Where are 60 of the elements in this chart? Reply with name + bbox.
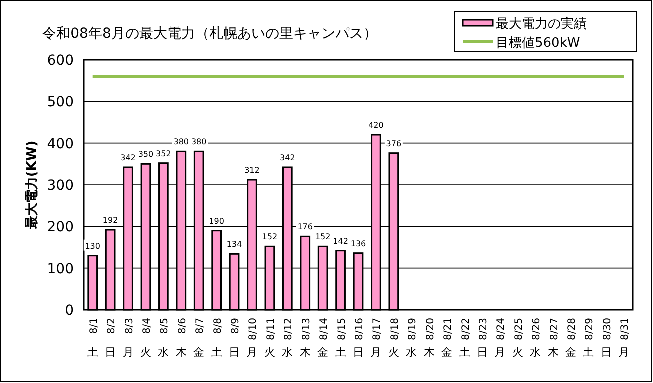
- x-tick-label: 8/19 水: [406, 318, 419, 359]
- x-tick-label: 8/7 金: [194, 318, 206, 359]
- x-tick-label: 8/17 月: [370, 318, 384, 359]
- x-tick-label: 8/1 土: [87, 318, 100, 359]
- y-axis-title: 最大電力(KW): [25, 140, 40, 230]
- x-tick-label: 8/6 木: [176, 318, 188, 359]
- x-tick-label: 8/12 水: [282, 318, 295, 359]
- x-tick-label: 8/25 火: [512, 318, 525, 359]
- x-tick-label: 8/8 土: [211, 318, 224, 359]
- x-tick-label: 8/9 日: [229, 318, 242, 359]
- data-label: 176: [298, 222, 314, 232]
- legend-label: 最大電力の実績: [496, 16, 587, 32]
- y-tick-label: 0: [65, 303, 74, 319]
- data-label: 190: [209, 216, 224, 226]
- y-tick-label: 200: [47, 220, 74, 236]
- data-label: 380: [174, 138, 190, 147]
- x-tick-label: 8/24 月: [494, 318, 508, 359]
- data-label: 312: [244, 166, 260, 175]
- x-tick-label: 8/29 土: [583, 318, 596, 359]
- x-tick-label: 8/18 火: [388, 318, 401, 359]
- x-tick-label: 8/2 日: [105, 318, 118, 359]
- x-tick-label: 8/27 木: [548, 318, 560, 359]
- x-tick-label: 8/3 月: [122, 318, 136, 359]
- data-label: 134: [226, 240, 242, 250]
- x-tick-label: 8/30 日: [600, 318, 614, 359]
- y-tick-label: 500: [47, 94, 74, 111]
- x-tick-label: 8/21 金: [442, 318, 454, 359]
- x-tick-label: 8/23 日: [476, 318, 490, 359]
- data-label: 136: [350, 239, 366, 248]
- x-tick-label: 8/26 水: [530, 318, 543, 359]
- data-label: 152: [262, 232, 278, 242]
- y-tick-label: 600: [47, 53, 74, 69]
- x-tick-label: 8/10 月: [246, 318, 260, 359]
- x-tick-label: 8/15 土: [335, 318, 348, 359]
- chart-title: 令和08年8月の最大電力（札幌あいの里キャンパス）: [42, 26, 378, 42]
- data-label: 152: [315, 232, 331, 242]
- data-label: 350: [138, 150, 154, 160]
- data-label: 342: [120, 154, 136, 162]
- y-tick-label: 400: [47, 136, 74, 152]
- x-tick-label: 8/16 日: [353, 318, 366, 359]
- y-tick-label: 300: [47, 178, 74, 194]
- data-label: 192: [102, 216, 118, 225]
- x-tick-label: 8/20 木: [424, 318, 436, 359]
- data-label: 352: [156, 149, 172, 158]
- x-tick-label: 8/28 金: [566, 318, 578, 359]
- y-tick-label: 100: [47, 261, 74, 278]
- x-tick-label: 8/13 木: [300, 318, 312, 359]
- legend-label: 目標値560kW: [496, 36, 580, 51]
- x-tick-label: 8/11 火: [264, 318, 277, 359]
- data-label: 376: [386, 139, 402, 148]
- data-label: 130: [85, 242, 100, 251]
- x-tick-label: 8/14 金: [318, 318, 330, 359]
- data-label: 420: [368, 121, 384, 130]
- x-tick-label: 8/31 月: [618, 318, 632, 359]
- data-label: 380: [191, 138, 207, 147]
- x-tick-label: 8/5 水: [158, 318, 171, 359]
- data-label: 342: [280, 154, 296, 162]
- x-tick-label: 8/22 土: [459, 318, 472, 359]
- x-tick-label: 8/4 火: [140, 318, 153, 359]
- data-label: 142: [333, 236, 348, 246]
